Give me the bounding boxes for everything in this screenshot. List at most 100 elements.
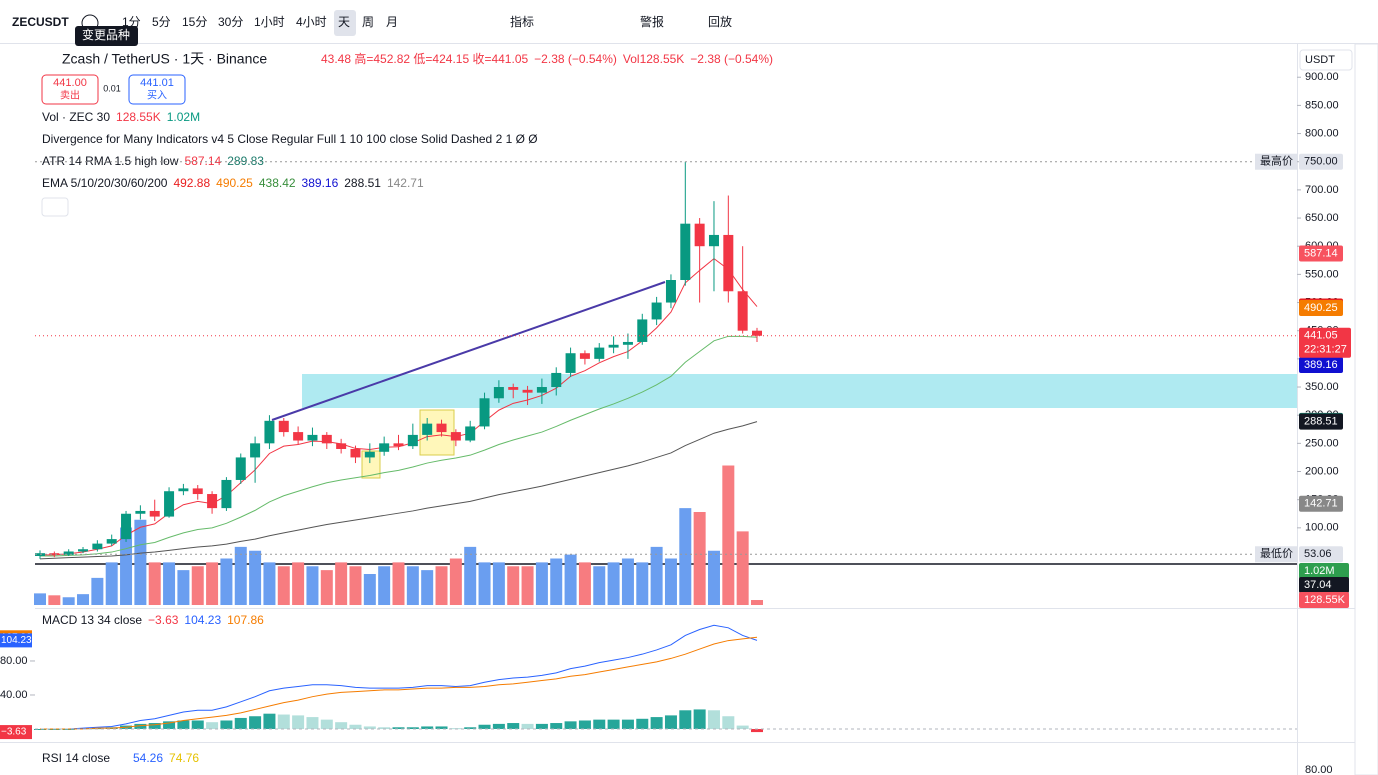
macd-histogram xyxy=(421,726,434,729)
volume-bar xyxy=(363,574,376,605)
legend-value: 54.26 xyxy=(133,751,163,765)
interval-button[interactable]: 5分 xyxy=(152,15,171,29)
volume-bar xyxy=(335,562,348,605)
candle-body xyxy=(364,451,375,458)
interval-button[interactable]: 月 xyxy=(386,15,398,29)
candle-body xyxy=(522,389,533,393)
volume-bar xyxy=(621,558,634,605)
candle-body xyxy=(651,302,662,320)
macd-histogram xyxy=(234,717,247,729)
volume-bar xyxy=(191,566,204,605)
macd-histogram xyxy=(320,719,333,729)
candle-body xyxy=(479,398,490,427)
price-tick-label: 550.00 xyxy=(1305,268,1339,280)
macd-histogram xyxy=(564,721,577,729)
legend-value: 289.83 xyxy=(227,154,264,168)
buy-button[interactable] xyxy=(128,74,186,105)
interval-button[interactable]: 4小时 xyxy=(296,15,327,29)
macd-histogram xyxy=(492,723,505,729)
legend-title[interactable]: Zcash / TetherUS · 1天 · Binance xyxy=(62,51,267,67)
price-badge-text: 288.51 xyxy=(1304,416,1338,428)
signal-line xyxy=(40,636,758,730)
trend-line xyxy=(271,281,666,421)
interval-button[interactable]: 1分 xyxy=(122,15,141,29)
candle-body xyxy=(250,443,261,458)
extreme-badge xyxy=(1299,546,1343,563)
interval-button[interactable]: 30分 xyxy=(218,15,243,29)
macd-tick-label: 40.00 xyxy=(0,689,28,701)
price-tick-label: 700.00 xyxy=(1305,184,1339,196)
countdown: 22:31:27 xyxy=(1304,344,1347,356)
macd-histogram xyxy=(507,723,520,729)
last-price-text: 441.05 xyxy=(1304,330,1338,342)
replay-button[interactable]: 回放 xyxy=(708,14,732,29)
volume-bar xyxy=(564,554,577,605)
volume-bar xyxy=(392,562,405,605)
candle-body xyxy=(752,330,762,336)
volume-bar xyxy=(148,562,161,605)
candle-body xyxy=(207,494,218,509)
price-tick-label: 250.00 xyxy=(1305,437,1339,449)
zone-box xyxy=(302,374,1297,408)
interval-button[interactable]: 天 xyxy=(338,15,350,29)
legend-value: 74.76 xyxy=(169,751,199,765)
price-badge xyxy=(1299,413,1343,430)
legend-value: −3.63 xyxy=(148,613,179,627)
sell-button[interactable] xyxy=(41,74,99,105)
interval-button[interactable]: 周 xyxy=(362,15,374,29)
legend-value: −2.38 (−0.54%) xyxy=(534,52,617,66)
candle-body xyxy=(78,549,89,552)
candle-body xyxy=(393,443,404,447)
sell-label[interactable]: 卖出 xyxy=(60,89,80,102)
alert-button[interactable]: 警报 xyxy=(640,14,664,29)
indicators-button[interactable]: 指标 xyxy=(510,14,534,29)
candle-body xyxy=(536,387,547,393)
macd-histogram xyxy=(722,716,735,729)
price-badge-text: 142.71 xyxy=(1304,498,1338,510)
symbol[interactable]: ZECUSDT xyxy=(12,15,69,29)
currency-box[interactable] xyxy=(1299,49,1353,71)
volume-bar xyxy=(177,570,190,605)
macd-histogram xyxy=(306,717,319,729)
legend-value: 107.86 xyxy=(227,613,264,627)
volume-bar xyxy=(492,562,505,605)
candle-body xyxy=(594,347,605,359)
candle-body xyxy=(737,291,748,331)
candle-body xyxy=(622,341,633,345)
macd-histogram xyxy=(707,710,720,729)
macd-histogram xyxy=(134,723,147,729)
macd-histogram xyxy=(263,713,276,729)
candle-body xyxy=(92,543,103,550)
volume-bar xyxy=(679,508,692,605)
macd-tick-label: 80.00 xyxy=(0,655,28,667)
volume-bar xyxy=(435,566,448,605)
interval-button[interactable]: 1小时 xyxy=(254,15,285,29)
candle-body xyxy=(235,457,246,480)
extreme-label: 最低价 xyxy=(1260,547,1293,560)
buy-label[interactable]: 买入 xyxy=(147,90,167,102)
indicator-name: ATR 14 RMA 1.5 high low xyxy=(42,154,179,168)
candle-body xyxy=(579,353,590,359)
candle-body xyxy=(680,223,691,281)
volume-bar xyxy=(693,512,706,605)
macd-histogram xyxy=(378,727,391,729)
price-badge-text: 389.16 xyxy=(1304,359,1338,371)
collapse-button[interactable] xyxy=(41,197,69,217)
macd-badge-text: −3.63 xyxy=(1,727,27,738)
extreme-badge-text: 53.06 xyxy=(1304,548,1332,560)
currency[interactable]: USDT xyxy=(1305,54,1335,66)
buy-price[interactable]: 441.01 xyxy=(140,77,174,89)
candle-body xyxy=(336,443,347,449)
candle-body xyxy=(608,344,619,348)
sell-price[interactable]: 441.00 xyxy=(53,77,87,89)
volume-bar xyxy=(535,562,548,605)
candle-body xyxy=(121,513,132,540)
interval-button[interactable]: 15分 xyxy=(182,15,207,29)
legend-value: 104.23 xyxy=(184,613,221,627)
macd-histogram xyxy=(679,710,692,729)
right-sidebar xyxy=(1354,43,1378,775)
macd-histogram xyxy=(751,728,763,733)
price-badge xyxy=(1299,356,1343,373)
price-tick-label: 850.00 xyxy=(1305,99,1339,111)
